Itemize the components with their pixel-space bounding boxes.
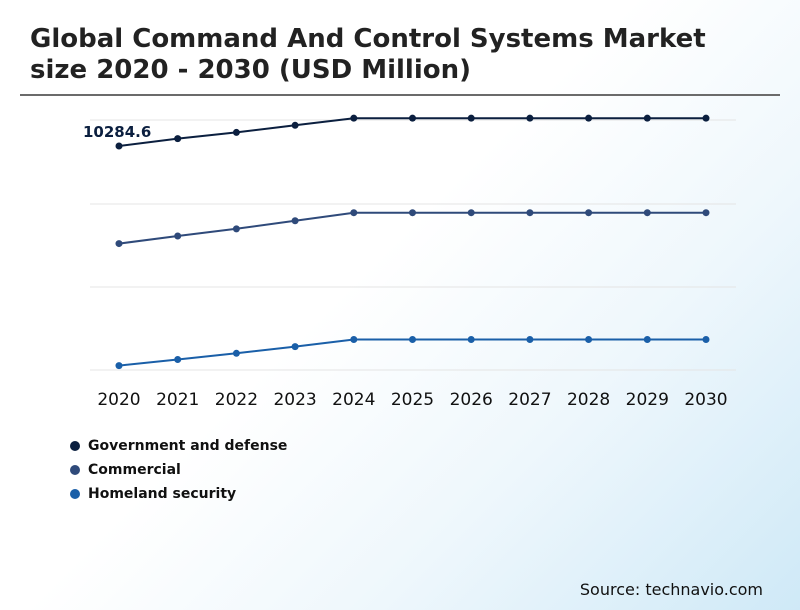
data-point xyxy=(526,336,534,344)
data-point xyxy=(174,135,182,143)
data-point xyxy=(643,114,651,122)
legend-marker xyxy=(70,441,80,451)
data-point xyxy=(702,209,710,217)
data-point xyxy=(409,114,416,122)
data-point xyxy=(232,349,240,357)
chart-title: Global Command And Control Systems Marke… xyxy=(30,24,706,85)
data-point xyxy=(291,343,299,351)
legend-item-commercial: Commercial xyxy=(70,458,287,482)
data-point xyxy=(643,336,651,344)
data-point xyxy=(232,225,240,233)
data-point xyxy=(409,209,416,217)
x-tick-label: 2020 xyxy=(97,390,140,410)
x-tick-label: 2021 xyxy=(156,390,199,410)
x-tick-label: 2023 xyxy=(273,390,316,410)
data-point xyxy=(115,240,123,248)
line-chart: 10284.6 2020 2021 2022 2023 2024 2025 2026 2027 2… xyxy=(83,114,736,410)
x-tick-label: 2025 xyxy=(391,390,434,410)
x-tick-label: 2022 xyxy=(215,390,258,410)
legend-label: Homeland security xyxy=(88,486,237,502)
source-credit: Source: technavio.com xyxy=(579,580,763,599)
series-line xyxy=(118,211,706,245)
data-point xyxy=(702,114,710,122)
data-point xyxy=(409,336,416,344)
legend-item-homeland-security: Homeland security xyxy=(70,482,287,506)
series-line xyxy=(118,117,706,147)
data-point xyxy=(115,142,123,150)
data-point xyxy=(585,336,593,344)
legend-item-government-and-defense: Government and defense xyxy=(70,434,287,458)
x-tick-label: 2026 xyxy=(450,390,493,410)
data-point xyxy=(526,209,534,217)
legend-label: Commercial xyxy=(88,462,181,478)
data-point xyxy=(585,209,593,217)
x-tick-label: 2030 xyxy=(684,390,727,410)
data-point xyxy=(291,121,299,129)
data-point xyxy=(467,209,475,217)
data-point xyxy=(585,114,593,122)
data-point xyxy=(643,209,651,217)
x-tick-label: 2027 xyxy=(508,390,551,410)
data-point xyxy=(350,209,358,217)
x-tick-label: 2028 xyxy=(567,390,610,410)
data-point xyxy=(467,336,475,344)
data-label: 10284.6 xyxy=(83,123,151,141)
x-tick-label: 2029 xyxy=(626,390,669,410)
data-point xyxy=(526,114,534,122)
data-point xyxy=(702,336,710,344)
series-line xyxy=(118,338,706,367)
data-point xyxy=(350,114,358,122)
legend-marker xyxy=(70,465,80,475)
data-point xyxy=(174,355,182,363)
x-tick-label: 2024 xyxy=(332,390,375,410)
data-point xyxy=(350,336,358,344)
data-point xyxy=(174,232,182,240)
data-point xyxy=(232,128,240,136)
chart-legend: Government and defense Commercial Homela… xyxy=(70,434,287,506)
data-point xyxy=(291,217,299,225)
legend-label: Government and defense xyxy=(88,438,288,454)
legend-marker xyxy=(70,489,80,499)
data-point xyxy=(115,362,123,370)
data-point xyxy=(467,114,475,122)
title-divider xyxy=(20,94,780,96)
